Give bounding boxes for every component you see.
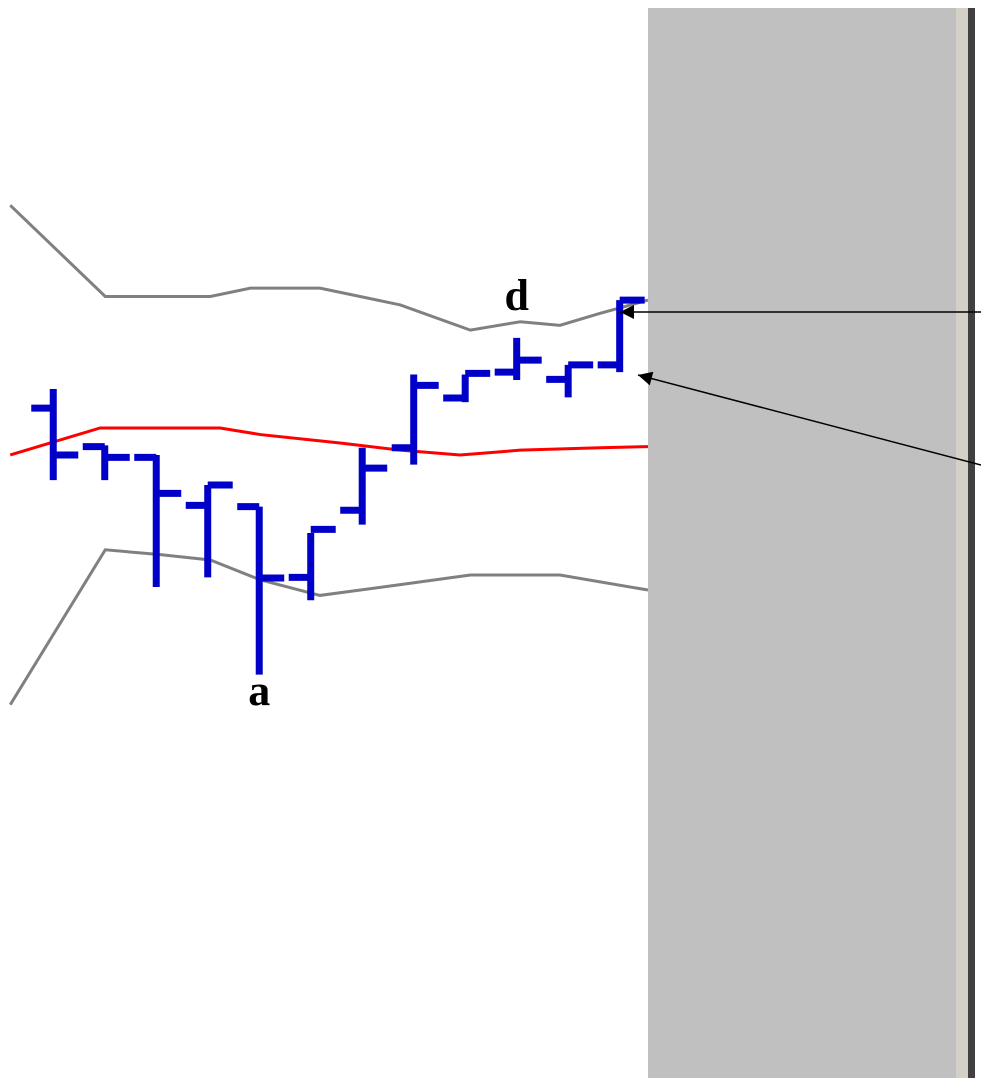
line — [9, 204, 649, 332]
panel-edge — [968, 8, 975, 1078]
line — [9, 426, 649, 457]
panel-border — [956, 8, 968, 1078]
arrow — [637, 371, 981, 466]
annotation: a — [248, 666, 270, 715]
line — [8, 548, 649, 706]
annotation: d — [504, 271, 528, 320]
axis-panel — [648, 8, 956, 1078]
